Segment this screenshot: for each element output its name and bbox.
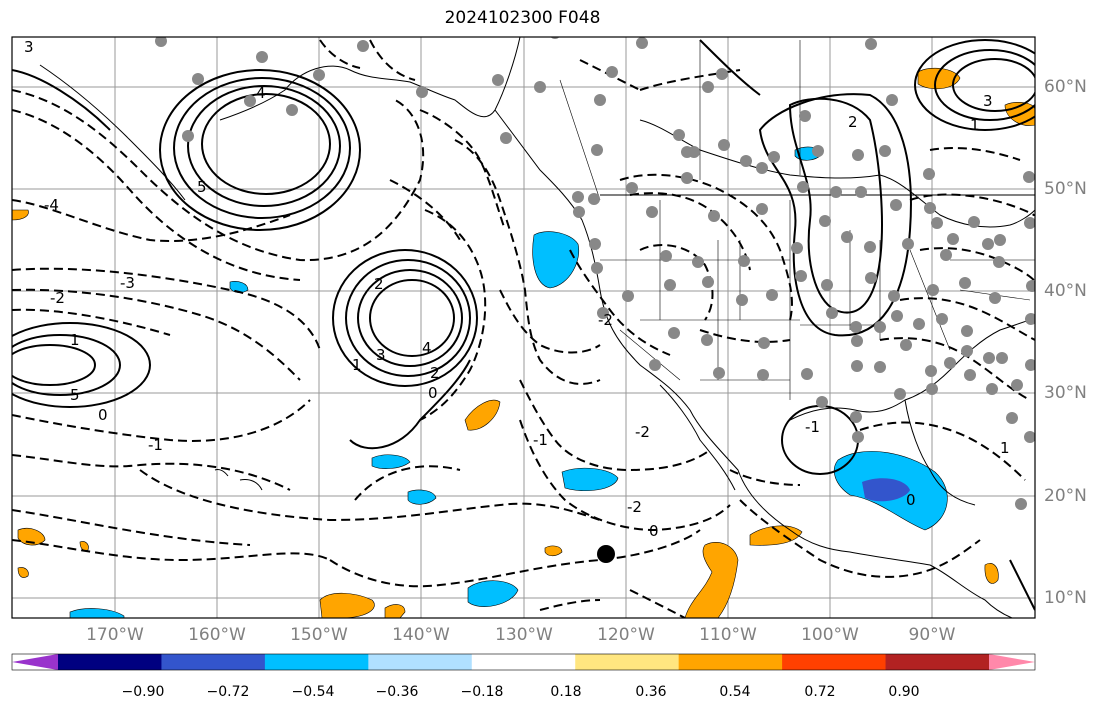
colorbar-tick: 0.36 [616, 684, 686, 700]
contour-label: 1 [70, 331, 80, 349]
contour-label: -2 [50, 289, 65, 307]
lon-label: 150°W [279, 625, 359, 645]
colorbar-tick: 0.54 [700, 684, 770, 700]
lon-label: 160°W [177, 625, 257, 645]
lon-label: 130°W [484, 625, 564, 645]
contour-label: -1 [533, 431, 548, 449]
contour-label: 3 [24, 38, 34, 56]
lat-label: 50°N [1044, 179, 1087, 199]
contour-label: 5 [197, 178, 207, 196]
contour-label: -2 [598, 311, 613, 329]
station-marker [597, 545, 615, 563]
contour-label: 3 [376, 346, 386, 364]
lat-label: 60°N [1044, 77, 1087, 97]
lon-label: 110°W [688, 625, 768, 645]
colorbar [12, 654, 1035, 670]
contour-label: 0 [906, 491, 916, 509]
contour-label: -2 [635, 423, 650, 441]
colorbar-segment [782, 654, 886, 670]
colorbar-segment [265, 654, 369, 670]
contour-label: 4 [422, 339, 432, 357]
lon-label: 100°W [790, 625, 870, 645]
colorbar-segment [886, 654, 990, 670]
contour-label: 4 [256, 84, 266, 102]
colorbar-tick: −0.36 [362, 684, 432, 700]
colorbar-segment [161, 654, 265, 670]
colorbar-segment [472, 654, 576, 670]
colorbar-segment [679, 654, 783, 670]
colorbar-segment [575, 654, 679, 670]
colorbar-segment [58, 654, 162, 670]
contour-label: 2 [848, 113, 858, 131]
lon-label: 170°W [75, 625, 155, 645]
lat-label: 30°N [1044, 383, 1087, 403]
colorbar-tick: −0.18 [447, 684, 517, 700]
contour-label: -4 [44, 196, 59, 214]
contour-label: -3 [120, 274, 135, 292]
contour-label: 1 [970, 116, 980, 134]
contour-label: 5 [70, 386, 80, 404]
contour-label: 2 [374, 275, 384, 293]
colorbar-extend-low [12, 654, 58, 670]
contour-label: 0 [428, 384, 438, 402]
contour-label: -1 [805, 418, 820, 436]
colorbar-segment [368, 654, 472, 670]
lon-label: 90°W [892, 625, 972, 645]
contour-label: -1 [148, 436, 163, 454]
lat-label: 10°N [1044, 588, 1087, 608]
lon-label: 140°W [381, 625, 461, 645]
colorbar-tick: 0.18 [531, 684, 601, 700]
contour-label: 0 [98, 406, 108, 424]
contour-label: 2 [430, 364, 440, 382]
colorbar-tick: 0.72 [785, 684, 855, 700]
contour-label: 3 [983, 92, 993, 110]
contour-label: 0 [649, 522, 659, 540]
colorbar-tick: −0.90 [108, 684, 178, 700]
colorbar-tick: −0.54 [278, 684, 348, 700]
colorbar-tick: −0.72 [193, 684, 263, 700]
colorbar-tick: 0.90 [869, 684, 939, 700]
lat-label: 20°N [1044, 486, 1087, 506]
contour-label: 1 [352, 356, 362, 374]
contour-label: -2 [627, 498, 642, 516]
colorbar-extend-high [989, 654, 1035, 670]
lon-label: 120°W [586, 625, 666, 645]
lat-label: 40°N [1044, 281, 1087, 301]
contour-label: 1 [1000, 439, 1010, 457]
